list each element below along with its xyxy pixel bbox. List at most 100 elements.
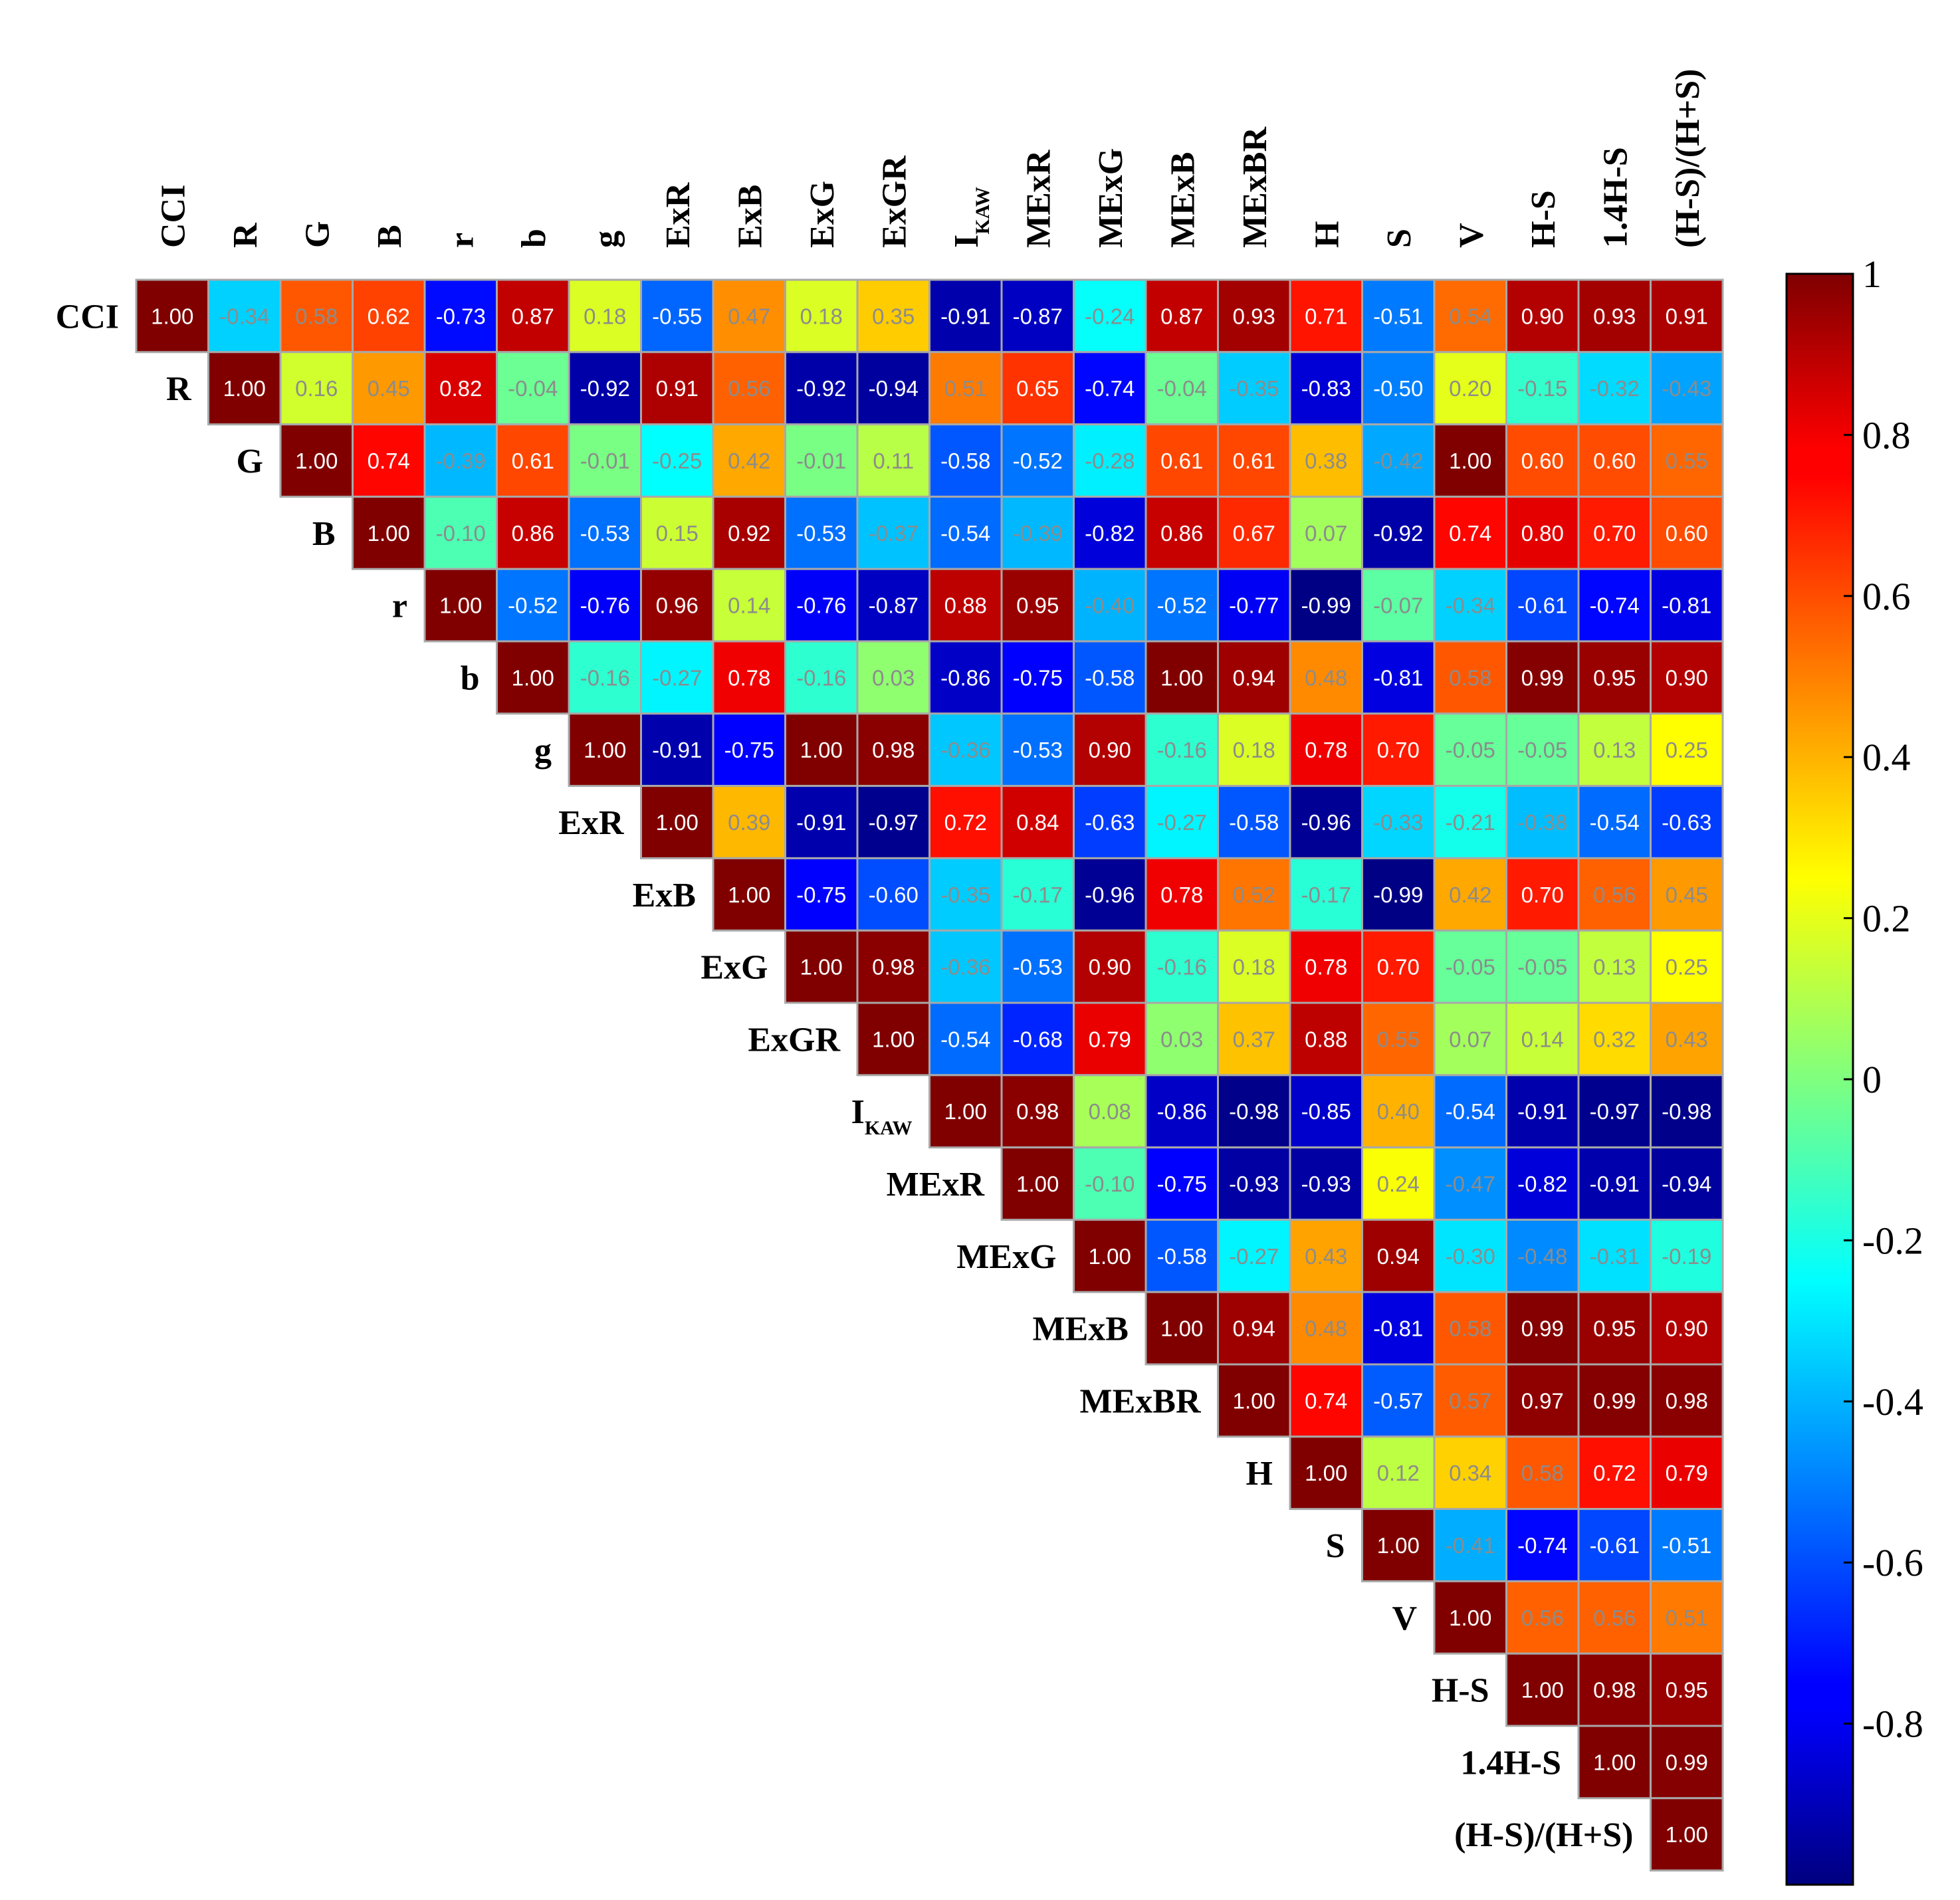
cell-value-label: -0.93	[1229, 1172, 1279, 1196]
cell-value-label: -0.16	[796, 665, 846, 690]
heatmap-cell	[1073, 495, 1147, 570]
row-label: ExB	[633, 877, 696, 914]
row-label: ExGR	[748, 1021, 841, 1059]
heatmap-cell	[1289, 640, 1363, 715]
heatmap-cell	[1144, 495, 1219, 570]
column-label: MExG	[1092, 148, 1130, 248]
heatmap-cell	[712, 568, 786, 643]
cell-value-label: -0.10	[1085, 1172, 1135, 1196]
cell-value-label: 0.97	[1521, 1388, 1564, 1413]
cell-value-label: -0.94	[1662, 1172, 1711, 1196]
cell-value-label: -0.04	[508, 376, 558, 401]
heatmap-cell	[1577, 1435, 1652, 1511]
cell-value-label: -0.92	[1373, 521, 1423, 546]
heatmap-cell	[712, 857, 786, 932]
cell-value-label: 0.93	[1593, 304, 1636, 328]
row-label: 1.4H-S	[1460, 1744, 1561, 1782]
heatmap-cell	[1505, 1580, 1580, 1655]
cell-value-label: 0.42	[1449, 883, 1491, 907]
column-label: ExB	[731, 185, 769, 248]
cell-value-label: -0.30	[1446, 1244, 1495, 1269]
cell-value-label: 0.98	[1666, 1388, 1708, 1413]
cell-value-label: -0.52	[1157, 593, 1207, 618]
cell-value-label: 0.94	[1233, 665, 1275, 690]
row-label: H-S	[1432, 1672, 1489, 1710]
row-label: MExBR	[1080, 1382, 1202, 1420]
cell-value-label: 0.60	[1666, 521, 1708, 546]
cell-value-label: -0.54	[940, 521, 990, 546]
heatmap-cell	[1217, 785, 1291, 859]
heatmap-cell	[1000, 640, 1075, 715]
cell-value-label: -0.82	[1085, 521, 1135, 546]
cell-value-label: 1.00	[1593, 1750, 1636, 1774]
heatmap-cell	[1505, 1435, 1580, 1511]
cell-value-label: 0.38	[1305, 449, 1347, 473]
heatmap-cell	[784, 640, 859, 715]
cell-value-label: -0.91	[940, 304, 990, 328]
cell-value-label: 1.00	[1521, 1678, 1564, 1703]
heatmap-cell	[1000, 568, 1075, 643]
cell-value-label: -0.52	[508, 593, 558, 618]
heatmap-cell	[784, 857, 859, 932]
cell-value-label: 1.00	[944, 1099, 987, 1124]
column-label: ExG	[804, 181, 841, 248]
cell-value-label: 0.95	[1666, 1678, 1708, 1703]
cell-value-label: 0.03	[872, 665, 915, 690]
cell-value-label: 0.94	[1377, 1244, 1420, 1269]
cell-value-label: 0.43	[1666, 1027, 1708, 1051]
cell-value-label: -0.60	[869, 883, 919, 907]
heatmap-cell	[496, 568, 570, 643]
cell-value-label: -0.92	[796, 376, 846, 401]
heatmap-cell	[1433, 1291, 1507, 1366]
cell-value-label: 0.78	[728, 665, 770, 690]
row-label: (H-S)/(H+S)	[1454, 1816, 1633, 1854]
cell-value-label: -0.16	[1157, 955, 1207, 980]
cell-value-label: 0.48	[1305, 665, 1347, 690]
cell-value-label: 0.90	[1521, 304, 1564, 328]
heatmap-cell	[1650, 351, 1724, 426]
cell-value-label: -0.53	[1013, 738, 1063, 762]
heatmap-cell	[568, 712, 642, 788]
cell-value-label: -0.34	[1446, 593, 1495, 618]
heatmap-cell	[1361, 1435, 1436, 1511]
column-label: R	[227, 222, 265, 248]
heatmap-cell	[1650, 278, 1724, 354]
cell-value-label: -0.53	[796, 521, 846, 546]
heatmap-cell	[1073, 1002, 1147, 1077]
cell-value-label: 0.51	[1666, 1606, 1708, 1630]
cell-value-label: 1.00	[1377, 1533, 1420, 1558]
cell-value-label: -0.54	[1446, 1099, 1495, 1124]
heatmap-cell	[856, 1002, 930, 1077]
row-label: R	[166, 370, 192, 408]
heatmap-cell	[1144, 351, 1219, 426]
cell-value-label: -0.61	[1590, 1533, 1640, 1558]
cell-value-label: -0.76	[580, 593, 630, 618]
colorbar-tick-label: 0.8	[1862, 413, 1911, 457]
cell-value-label: -0.01	[580, 449, 630, 473]
cell-value-label: -0.96	[1301, 810, 1351, 835]
heatmap-cell	[1577, 1074, 1652, 1149]
heatmap-cell	[856, 568, 930, 643]
column-label: b	[515, 229, 553, 248]
cell-value-label: -0.19	[1662, 1244, 1711, 1269]
cell-value-label: -0.31	[1590, 1244, 1640, 1269]
heatmap-cell	[496, 351, 570, 426]
cell-value-label: -0.05	[1517, 955, 1567, 980]
heatmap-cell	[856, 712, 930, 788]
cell-value-label: -0.27	[1157, 810, 1207, 835]
cell-value-label: 0.98	[1016, 1099, 1059, 1124]
cell-value-label: 1.00	[151, 304, 193, 328]
cell-value-label: 1.00	[800, 955, 843, 980]
cell-value-label: -0.96	[1085, 883, 1135, 907]
heatmap-cell	[1000, 785, 1075, 859]
heatmap-cell	[928, 640, 1003, 715]
cell-value-label: -0.07	[1373, 593, 1423, 618]
row-label: g	[534, 732, 552, 770]
column-label: V	[1452, 223, 1490, 248]
heatmap-cell	[1289, 1363, 1363, 1438]
heatmap-cell	[1073, 423, 1147, 498]
heatmap-cell	[1650, 1363, 1724, 1438]
cell-value-label: -0.58	[1157, 1244, 1207, 1269]
